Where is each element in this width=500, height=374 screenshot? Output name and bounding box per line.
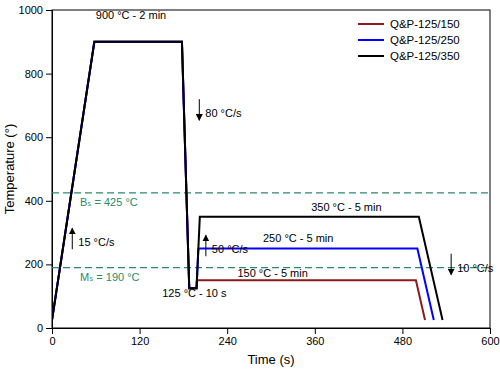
plot-frame — [52, 10, 490, 328]
x-tick-label: 600 — [481, 335, 499, 347]
annotation: 150 °C - 5 min — [237, 267, 307, 279]
series-line — [52, 42, 434, 320]
annotation: 900 °C - 2 min — [96, 9, 166, 21]
y-tick-mark — [46, 74, 52, 75]
series-line — [52, 42, 443, 320]
y-tick: 200 — [25, 258, 52, 270]
annotation: 15 °C/s — [78, 236, 115, 248]
x-tick-mark — [402, 328, 403, 334]
annotation: 10 °C/s — [457, 262, 494, 274]
x-tick: 600 — [481, 328, 499, 347]
legend-label: Q&P-125/350 — [390, 50, 460, 62]
x-tick-mark — [227, 328, 228, 334]
y-tick-label: 0 — [37, 322, 43, 334]
chart: 0 120 240 360 480 600 0 200 400 600 800 1000 Time (s… — [0, 0, 500, 374]
legend-swatch — [358, 23, 384, 25]
x-axis: 0 120 240 360 480 600 — [49, 328, 499, 347]
annotation: 50 °C/s — [212, 243, 249, 255]
y-tick-label: 800 — [25, 68, 43, 80]
x-tick: 120 — [131, 328, 149, 347]
x-tick: 480 — [394, 328, 412, 347]
legend-item: Q&P-125/250 — [358, 34, 460, 46]
x-tick-label: 480 — [394, 335, 412, 347]
x-tick-label: 360 — [306, 335, 324, 347]
annotation: 250 °C - 5 min — [263, 232, 333, 244]
y-tick-mark — [46, 201, 52, 202]
x-tick-mark — [315, 328, 316, 334]
reference-line — [52, 192, 490, 193]
plot-area — [52, 42, 490, 320]
y-tick-mark — [46, 10, 52, 11]
x-tick: 240 — [219, 328, 237, 347]
y-axis: 0 200 400 600 800 1000 — [19, 4, 53, 334]
annotation-arrow — [72, 228, 73, 249]
x-tick: 360 — [306, 328, 324, 347]
y-tick-mark — [46, 137, 52, 138]
legend-label: Q&P-125/250 — [390, 34, 460, 46]
y-tick-label: 400 — [25, 195, 43, 207]
y-axis-line — [46, 11, 53, 329]
y-tick-mark — [46, 328, 52, 329]
x-tick-label: 0 — [49, 335, 55, 347]
y-tick-label: 200 — [25, 258, 43, 270]
reference-label: Bₛ = 425 °C — [80, 196, 138, 208]
x-tick-label: 120 — [131, 335, 149, 347]
y-tick: 400 — [25, 195, 52, 207]
y-tick: 0 — [37, 322, 52, 334]
x-tick: 0 — [49, 328, 55, 347]
y-tick: 600 — [25, 131, 52, 143]
legend: Q&P-125/150 Q&P-125/250 Q&P-125/350 — [358, 18, 460, 62]
y-tick-label: 600 — [25, 131, 43, 143]
x-tick-mark — [140, 328, 141, 334]
legend-swatch — [358, 39, 384, 41]
annotation-arrow — [451, 254, 452, 275]
y-tick-label: 1000 — [19, 4, 43, 16]
legend-item: Q&P-125/150 — [358, 18, 460, 30]
legend-label: Q&P-125/150 — [390, 18, 460, 30]
annotation: 125 °C - 10 s — [162, 287, 227, 299]
x-axis-title: Time (s) — [247, 352, 294, 367]
y-tick: 800 — [25, 68, 52, 80]
reference-label: Mₛ = 190 °C — [80, 271, 140, 283]
annotation-arrow — [199, 99, 200, 120]
legend-item: Q&P-125/350 — [358, 50, 460, 62]
y-tick: 1000 — [19, 4, 52, 16]
series-line — [52, 42, 425, 320]
x-axis-line — [53, 329, 491, 335]
x-tick-mark — [490, 328, 491, 334]
y-tick-mark — [46, 264, 52, 265]
x-tick-label: 240 — [219, 335, 237, 347]
y-axis-title: Temperature (°) — [2, 124, 17, 214]
annotation-arrow — [205, 235, 206, 256]
legend-swatch — [358, 55, 384, 57]
annotation: 350 °C - 5 min — [311, 201, 381, 213]
annotation: 80 °C/s — [205, 107, 242, 119]
